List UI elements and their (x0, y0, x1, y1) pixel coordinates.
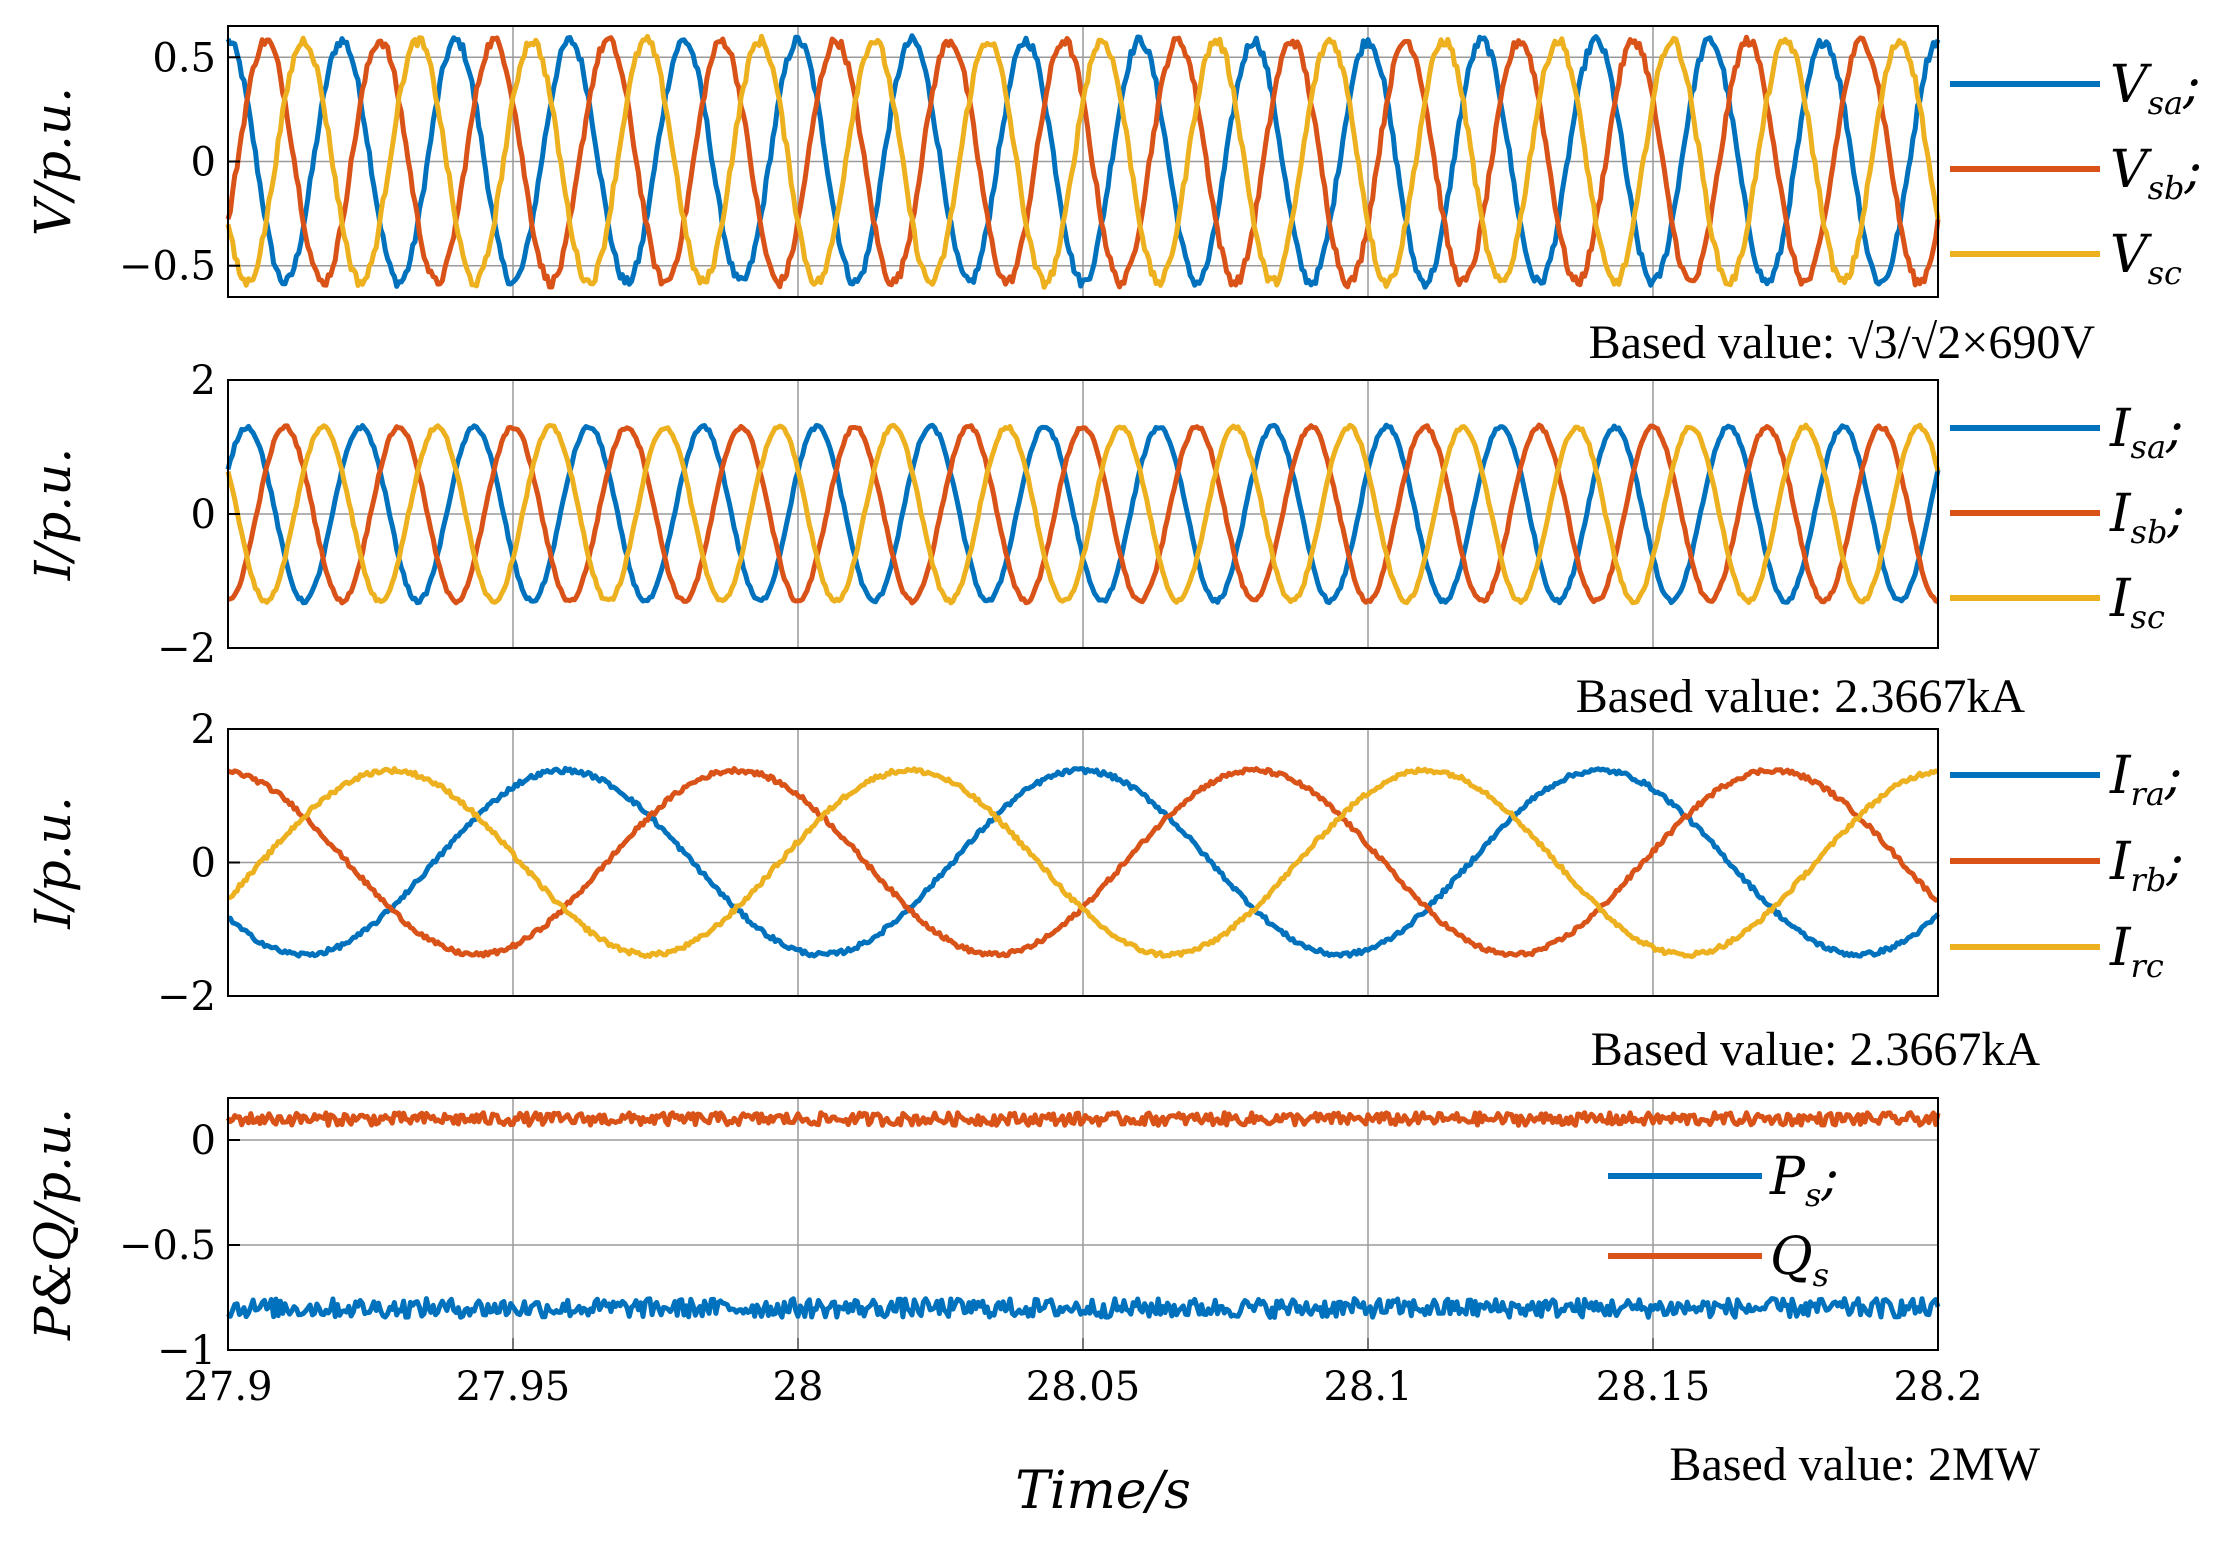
panel-1: −0.5 0 0.5 V/p.u. Based value: √3/√2×690V Vsa… (24, 25, 2202, 369)
series-line-Isb (227, 422, 1939, 606)
series-line-Vsa (225, 33, 1941, 290)
time-axis-label: Time/s (1015, 1461, 1191, 1521)
x-tick-label: 28 (773, 1364, 824, 1410)
axes-frame (227, 1097, 1939, 1351)
series-line-Vsc (225, 33, 1941, 290)
y-tick-label: 0 (191, 140, 216, 186)
y-tick-label: 2 (191, 707, 216, 753)
x-tick-label: 28.15 (1596, 1364, 1711, 1410)
series-line-Irc (227, 766, 1939, 960)
time-axis: 27.9 27.95 28 28.05 28.1 28.15 28.2 Time/s (183, 1338, 1983, 1521)
y-axis-label: I/p.u. (24, 796, 82, 930)
legend-label-Irc: Irc (2109, 918, 2164, 985)
legend-label-Vsc: Vsc (2110, 225, 2182, 292)
x-tick-label: 27.9 (183, 1364, 272, 1410)
x-tick-label: 28.05 (1026, 1364, 1141, 1410)
series-line-Isc (225, 422, 1941, 606)
series-line-Qs (225, 1110, 1941, 1128)
x-tick-label: 28.1 (1323, 1364, 1412, 1410)
legend: Vsa; Vsb; Vsc (1950, 55, 2202, 292)
base-value-note: Based value: √3/√2×690V (1589, 316, 2096, 369)
base-value-note: Based value: 2.3667kA (1576, 670, 2026, 723)
panel-4: −1 −0.5 0 P&Q/p.u. Based value: 2MW Ps; Qs (24, 1097, 2041, 1491)
y-tick-label: 0 (191, 1118, 216, 1164)
legend-label-Qs: Qs (1770, 1227, 1829, 1294)
y-tick-label: 0 (191, 492, 216, 538)
y-axis-label: V/p.u. (24, 87, 82, 236)
base-value-note: Based value: 2MW (1669, 1438, 2040, 1491)
legend-label-Isc: Isc (2109, 569, 2165, 636)
y-tick-label: 2 (191, 358, 216, 404)
x-tick-label: 27.95 (456, 1364, 571, 1410)
series-line-Ps (226, 1296, 1941, 1320)
legend: Ps; Qs (1608, 1147, 1839, 1294)
y-tick-label: 0.5 (152, 35, 216, 81)
legend-label-Irb: Irb; (2109, 832, 2184, 899)
legend-label-Vsb: Vsb; (2110, 140, 2202, 207)
legend-label-Ps: Ps; (1769, 1147, 1839, 1214)
y-tick-label: −2 (157, 626, 216, 672)
legend: Isa; Isb; Isc (1950, 399, 2185, 636)
y-tick-label: 0 (191, 841, 216, 887)
y-tick-label: −0.5 (119, 244, 216, 290)
y-tick-label: −1 (157, 1328, 216, 1374)
legend: Ira; Irb; Irc (1950, 746, 2184, 985)
series-line-Ira (227, 765, 1940, 959)
y-axis-label: I/p.u. (24, 448, 82, 582)
legend-label-Ira: Ira; (2109, 746, 2182, 813)
y-tick-label: −0.5 (119, 1223, 216, 1269)
legend-label-Isa: Isa; (2109, 399, 2184, 466)
y-axis-label: P&Q/p.u. (24, 1108, 82, 1341)
x-tick-label: 28.2 (1893, 1364, 1982, 1410)
y-tick-label: −2 (157, 974, 216, 1020)
legend-label-Vsa: Vsa; (2110, 55, 2201, 122)
legend-label-Isb: Isb; (2109, 484, 2185, 551)
base-value-note: Based value: 2.3667kA (1591, 1023, 2041, 1076)
